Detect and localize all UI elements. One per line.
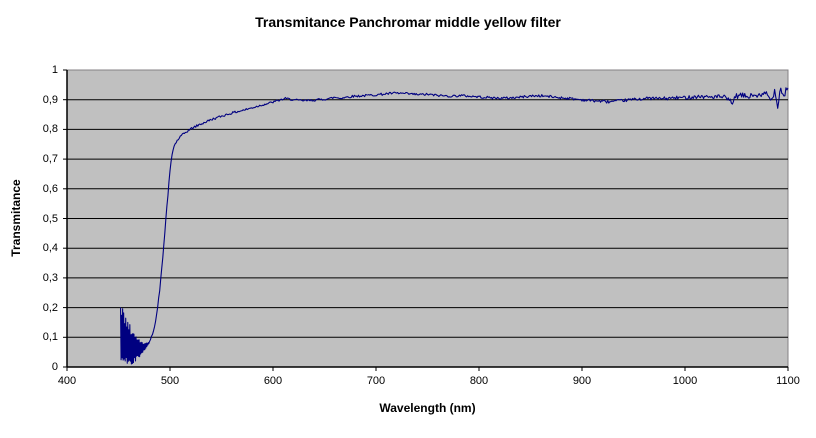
x-tick-label: 1000: [672, 375, 698, 387]
y-tick-label: 0,8: [42, 123, 58, 136]
y-tick-label: 0: [51, 361, 58, 373]
x-tick-label: 400: [57, 375, 77, 387]
y-tick-label: 0,5: [42, 212, 58, 225]
y-tick-label: 0,2: [42, 301, 58, 314]
x-tick-label: 500: [160, 375, 180, 387]
x-tick-label: 700: [366, 375, 386, 387]
y-tick-label: 0,6: [42, 182, 58, 195]
transmittance-line: [120, 87, 789, 365]
chart-title: Transmitance Panchromar middle yellow fi…: [255, 14, 561, 30]
y-tick-label: 0,7: [42, 153, 58, 166]
x-axis-title: Wavelength (nm): [379, 401, 476, 415]
x-tick-label: 900: [572, 375, 592, 387]
y-tick-label: 0,9: [42, 93, 58, 106]
x-tick-label: 800: [469, 375, 489, 387]
y-tick-label: 1: [51, 64, 58, 76]
y-tick-label: 0,4: [42, 242, 58, 255]
y-tick-label: 0,3: [42, 271, 58, 284]
x-tick-label: 1100: [776, 375, 800, 387]
x-tick-label: 600: [263, 375, 283, 387]
y-tick-label: 0,1: [42, 331, 58, 344]
